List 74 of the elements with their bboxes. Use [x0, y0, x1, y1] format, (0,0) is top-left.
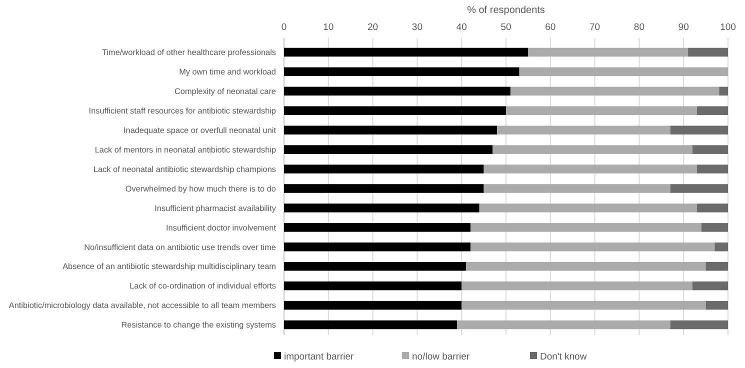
y-tick-label: Lack of co-ordination of individual efforts [130, 282, 276, 291]
bar [519, 67, 728, 76]
x-tick-label: 10 [323, 22, 334, 33]
x-tick-label: 100 [720, 22, 736, 33]
bar [510, 86, 720, 96]
bar [462, 300, 706, 310]
bar [706, 262, 728, 271]
bar [714, 242, 728, 252]
x-tick-label: 60 [545, 22, 556, 33]
bar [696, 204, 728, 212]
bar [470, 223, 702, 232]
x-tick-label: 50 [500, 22, 512, 33]
y-tick-label: Insufficient staff resources for antibiotic stewardship [88, 106, 276, 116]
bar [692, 145, 728, 154]
bar [492, 145, 692, 154]
bar [670, 320, 728, 330]
y-tick-label: Insufficient doctor involvement [166, 223, 277, 232]
legend-label: no/low barrier [412, 351, 470, 362]
bar [692, 281, 728, 290]
bar [284, 184, 484, 193]
bar [284, 281, 462, 290]
x-tick-label: 40 [456, 22, 467, 33]
bar [284, 164, 484, 174]
bar [284, 262, 466, 271]
legend-label: important barrier [284, 351, 354, 362]
bar [457, 320, 670, 330]
bar [284, 48, 528, 57]
y-tick-label: Absence of an antibiotic stewardship multidisciplinary team [62, 262, 276, 272]
x-tick-label: 70 [590, 22, 600, 33]
legend-label: Don't know [540, 351, 587, 362]
bar [462, 281, 692, 290]
x-tick-label: 80 [634, 22, 644, 33]
bar [284, 106, 506, 116]
y-tick-label: Antibiotic/microbiology data available, not accessible to all team members [8, 301, 276, 310]
y-tick-label: Complexity of neonatal care [174, 87, 276, 96]
bar [688, 48, 728, 57]
bar [284, 320, 458, 330]
bar [506, 106, 697, 116]
y-tick-label: My own time and workload [179, 68, 276, 77]
x-axis-title: % of respondents [467, 5, 545, 16]
x-tick-label: 90 [678, 22, 689, 33]
bar [484, 184, 670, 193]
bar [284, 126, 498, 134]
bar [284, 67, 520, 76]
bar [706, 300, 728, 310]
bar [528, 48, 688, 57]
y-tick-label: Time/workload of other healthcare professionals [102, 48, 276, 58]
bar [701, 223, 728, 232]
y-tick-label: No/insufficient data on antibiotic use trends over time [84, 242, 276, 252]
bar [284, 223, 470, 232]
y-tick-label: Lack of mentors in neonatal antibiotic stewardship [94, 145, 276, 154]
bar [284, 145, 493, 154]
y-tick-label: Insufficient pharmacist availability [154, 204, 277, 213]
y-tick-label: Lack of neonatal antibiotic stewardship champions [93, 164, 276, 174]
bar [484, 164, 697, 174]
bar [284, 242, 470, 252]
y-tick-label: Inadequate space or overfull neonatal unit [124, 126, 277, 135]
bar [670, 184, 728, 193]
bar [719, 86, 728, 96]
bar [466, 262, 706, 271]
bar [696, 106, 728, 116]
bar [696, 164, 728, 174]
y-tick-label: Resistance to change the existing systems [121, 320, 276, 330]
x-tick-label: 20 [368, 22, 378, 33]
bar [284, 86, 510, 96]
bar [497, 126, 670, 134]
bar [284, 300, 462, 310]
x-tick-label: 30 [412, 22, 422, 33]
bar [670, 126, 728, 134]
bar [470, 242, 715, 252]
bar [284, 204, 480, 212]
bar [479, 204, 697, 212]
x-tick-label: 0 [281, 22, 287, 33]
y-tick-label: Overwhelmed by how much there is to do [125, 184, 276, 194]
